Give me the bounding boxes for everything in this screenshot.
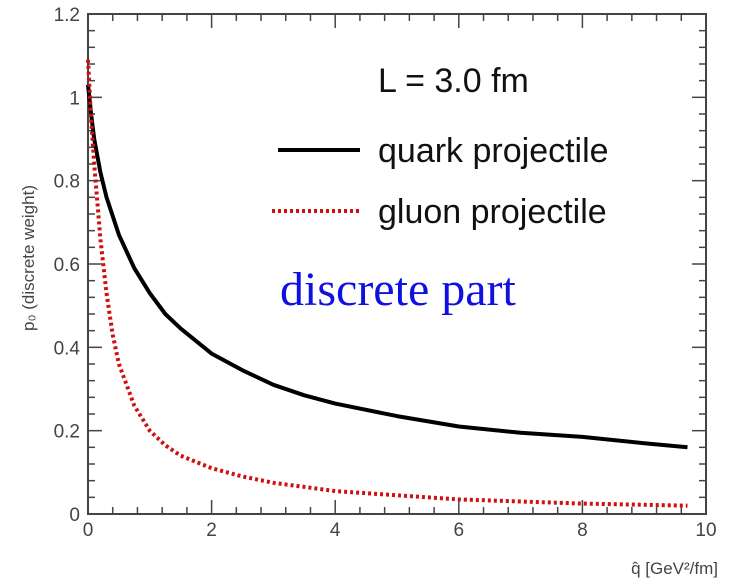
- axis-ticks: [87, 13, 707, 515]
- x-tick-label: 4: [330, 520, 341, 541]
- legend-label-gluon: gluon projectile: [378, 193, 607, 231]
- x-tick-label: 0: [83, 520, 94, 541]
- y-tick-label: 0.8: [54, 172, 80, 193]
- y-tick-label: 0.2: [54, 422, 80, 443]
- y-tick-label: 0.6: [54, 255, 80, 276]
- y-axis-label: p₀ (discrete weight): [19, 185, 38, 331]
- x-axis-label: q̂ [GeV²/fm]: [631, 559, 718, 578]
- series-line-1: [86, 59, 688, 508]
- y-tick-label: 0.4: [54, 338, 81, 359]
- legend-label-quark: quark projectile: [378, 132, 609, 170]
- y-tick-label: 0: [69, 505, 80, 526]
- x-tick-label: 6: [454, 520, 465, 541]
- legend: L = 3.0 fm quark projectile gluon projec…: [272, 62, 609, 231]
- legend-title: L = 3.0 fm: [378, 62, 529, 100]
- y-tick-label: 1: [69, 88, 80, 109]
- series-layer: [86, 59, 688, 508]
- x-tick-label: 10: [695, 520, 716, 541]
- x-tick-label: 2: [206, 520, 217, 541]
- x-tick-label: 8: [577, 520, 588, 541]
- tick-labels: 0 2 4 6 8 10 0 0.2 0.4 0.6 0.8 1 1.2: [54, 5, 717, 541]
- discrete-part-annotation: discrete part: [280, 263, 517, 316]
- y-tick-label: 1.2: [54, 5, 80, 26]
- series-line-0: [86, 84, 688, 450]
